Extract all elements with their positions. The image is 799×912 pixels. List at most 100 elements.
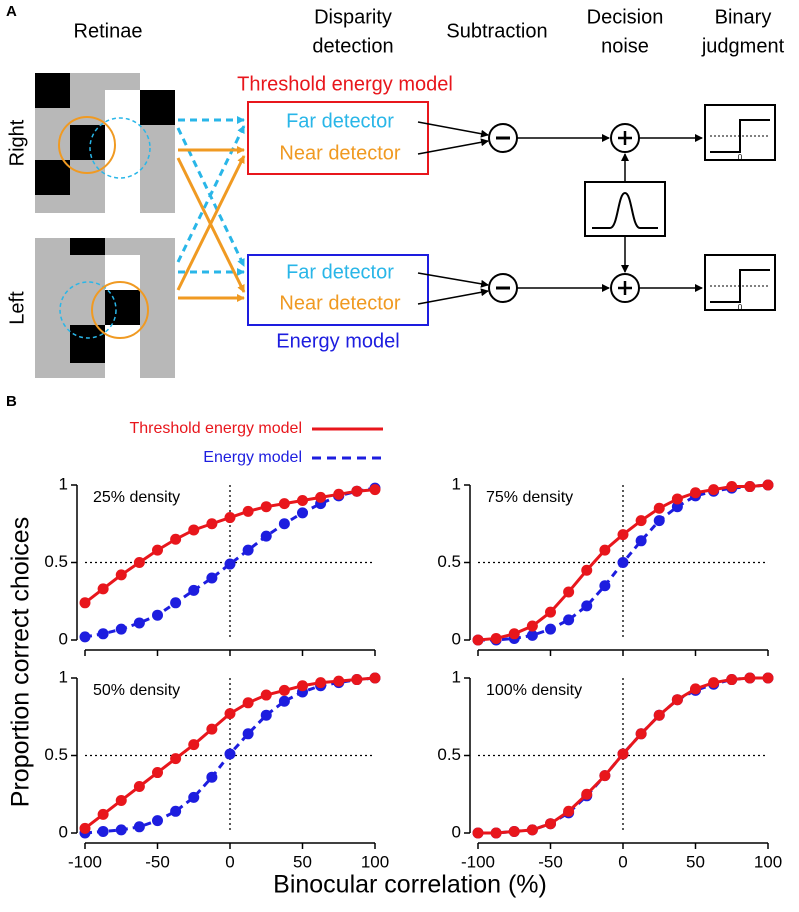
data-point (206, 518, 218, 530)
connections (176, 116, 246, 302)
right-retina (35, 73, 175, 213)
data-point (115, 794, 127, 806)
eye-label: Left (6, 291, 28, 325)
data-point (563, 614, 575, 626)
data-point (333, 675, 345, 687)
data-point (726, 481, 738, 493)
legend-label: Threshold energy model (129, 420, 302, 437)
stage-header: Retinae (74, 20, 143, 42)
x-tick-label: 50 (293, 852, 312, 871)
data-point (115, 569, 127, 581)
stage-header: Decision (587, 6, 664, 28)
data-point (206, 572, 218, 584)
data-point (671, 493, 683, 505)
y-tick-label: 1 (452, 667, 461, 686)
stage-header: noise (601, 35, 649, 57)
data-point (152, 767, 163, 779)
data-point (472, 634, 484, 646)
y-tick-label: 0 (452, 822, 461, 841)
detector-label: Near detector (279, 292, 401, 314)
stage-header: judgment (701, 35, 785, 57)
pipeline (417, 104, 776, 311)
data-point (278, 518, 290, 530)
data-point (260, 501, 272, 513)
data-point (545, 818, 556, 830)
data-point (351, 485, 363, 497)
x-tick-label: -100 (68, 852, 102, 871)
data-point (563, 586, 575, 598)
data-point (351, 674, 363, 686)
data-point (224, 748, 236, 760)
detector-label: Near detector (279, 142, 401, 164)
data-point (206, 771, 218, 783)
x-tick-label: -100 (461, 852, 495, 871)
data-point (278, 684, 290, 696)
data-point (242, 697, 254, 709)
data-point (206, 723, 218, 735)
data-point (79, 631, 91, 643)
data-point (690, 683, 701, 695)
data-point (369, 484, 381, 496)
chart-title: 100% density (486, 682, 582, 699)
data-point (762, 672, 774, 684)
y-tick-label: 0 (59, 822, 68, 841)
data-point (133, 617, 145, 629)
stage-header: Disparity (314, 6, 392, 28)
y-tick-label: 0 (59, 629, 68, 648)
data-point (97, 628, 109, 640)
stage-header: detection (312, 35, 393, 57)
data-point (671, 694, 683, 706)
data-point (170, 533, 182, 545)
y-tick-label: 1 (59, 667, 68, 686)
stage-header: Binary (715, 6, 772, 28)
model-name: Threshold energy model (237, 73, 453, 95)
data-point (333, 488, 345, 500)
data-point (260, 530, 272, 542)
data-point (170, 597, 182, 609)
chart-title: 25% density (93, 489, 180, 506)
data-point (744, 481, 756, 493)
data-point (708, 484, 720, 496)
y-tick-label: 0 (452, 629, 461, 648)
data-point (224, 558, 236, 570)
data-point (617, 557, 629, 568)
data-point (369, 672, 381, 684)
y-tick-label: 0.5 (44, 552, 68, 571)
data-point (599, 544, 611, 556)
data-point (581, 788, 593, 800)
y-tick-label: 1 (452, 474, 461, 493)
data-point (79, 597, 91, 609)
data-point (762, 479, 774, 491)
data-point (152, 609, 163, 621)
data-point (581, 564, 593, 576)
data-point (635, 515, 647, 527)
data-point (315, 491, 327, 503)
data-point (224, 512, 236, 524)
model-name: Energy model (276, 330, 399, 352)
data-point (599, 580, 611, 592)
data-point (617, 748, 629, 760)
model-box (247, 101, 429, 175)
data-point (653, 709, 665, 721)
headers: Retinae Disparity detection Subtraction Deci… (74, 6, 785, 57)
data-point (526, 824, 538, 836)
data-point (133, 821, 145, 833)
y-tick-label: 0.5 (437, 552, 461, 571)
data-point (188, 791, 200, 803)
stage-header: Subtraction (446, 20, 547, 42)
x-tick-label: 50 (686, 852, 705, 871)
data-point (297, 680, 308, 692)
data-point (97, 825, 109, 837)
eye-label: Right (6, 119, 28, 166)
data-point (152, 815, 163, 827)
data-point (170, 805, 182, 817)
data-point (188, 584, 200, 596)
data-point (242, 505, 254, 517)
step-zero-label: 0 (738, 153, 743, 162)
data-point (152, 544, 163, 556)
data-point (545, 623, 556, 635)
legend-label: Energy model (203, 449, 302, 466)
data-point (599, 770, 611, 782)
data-point (690, 487, 701, 499)
